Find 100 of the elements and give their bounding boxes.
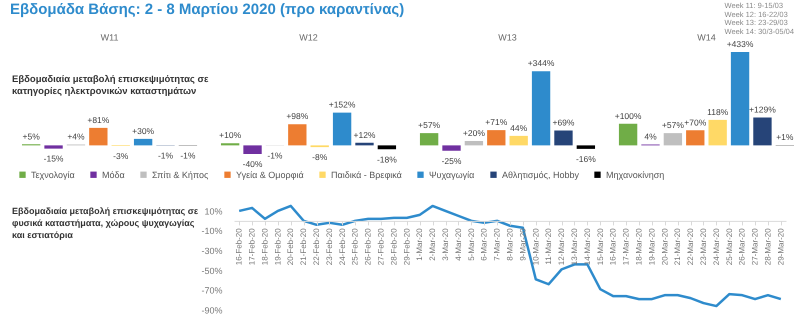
legend-label: Τεχνολογία (31, 170, 75, 180)
x-tick-label: 12-Mar-20 (557, 228, 566, 266)
bar (332, 112, 352, 146)
bar (355, 142, 374, 146)
x-tick-label: 13-Mar-20 (570, 228, 579, 266)
data-label: +5% (22, 131, 40, 142)
legend-label: Ψυχαγωγία (429, 170, 474, 180)
x-tick-label: 3-Mar-20 (441, 228, 450, 261)
data-label: -1% (267, 150, 283, 161)
x-tick-label: 17-Mar-20 (622, 228, 631, 266)
data-label: +81% (87, 114, 110, 125)
x-tick-label: 29-Mar-20 (776, 228, 786, 266)
x-tick-label: 21-Mar-20 (673, 228, 682, 266)
x-tick-label: 8-Mar-20 (506, 228, 514, 261)
bar (664, 133, 682, 146)
data-label: -16% (576, 154, 596, 164)
bar (554, 130, 573, 146)
x-tick-label: 23-Mar-20 (698, 228, 708, 266)
data-label: -3% (113, 151, 129, 162)
legend-label: Αθλητισμός, Hobby (502, 170, 580, 180)
data-label: -1% (158, 150, 174, 161)
bar (708, 120, 727, 146)
bar (420, 133, 438, 146)
bar (442, 145, 461, 151)
text: Εβδομαδιαία μεταβολή επισκεψιμότητας σε κατηγορίες ηλεκτρονικών καταστημάτων (12, 74, 210, 98)
x-tick-label: 22-Mar-20 (686, 228, 696, 266)
x-tick-label: 28-Feb-20 (389, 228, 398, 266)
bar (464, 141, 484, 146)
data-label: -1% (180, 150, 196, 161)
x-tick-label: 17-Feb-20 (248, 228, 257, 266)
data-label: +1% (776, 132, 794, 142)
legend-label: Μηχανοκίνηση (606, 170, 664, 180)
bar (510, 136, 528, 146)
x-tick-label: 28-Mar-20 (763, 228, 772, 266)
x-tick-label: 2-Mar-20 (428, 228, 438, 261)
x-tick-label: 23-Feb-20 (324, 228, 334, 266)
x-tick-label: 27-Feb-20 (376, 228, 386, 266)
bar (44, 145, 63, 149)
x-tick-label: 9-Mar-20 (518, 228, 528, 261)
bar (532, 71, 550, 146)
bar (288, 124, 306, 146)
data-label: -40% (242, 159, 263, 169)
x-tick-label: 18-Mar-20 (634, 228, 644, 266)
data-label: -25% (442, 156, 462, 166)
x-tick-label: W14 (697, 32, 716, 42)
legend-label: Υγεία & Ομορφιά (236, 170, 304, 180)
x-tick-label: 16-Mar-20 (608, 228, 618, 266)
x-tick-label: 5-Mar-20 (466, 228, 476, 261)
y-tick-label: -70% (201, 286, 222, 296)
x-tick-label: 1-Mar-20 (415, 228, 424, 261)
data-label: +98% (286, 111, 309, 122)
data-label: +71% (485, 117, 508, 128)
data-label: -15% (44, 154, 64, 164)
x-tick-label: W12 (299, 32, 318, 42)
bar (134, 138, 152, 146)
y-tick-label: -90% (201, 306, 222, 316)
x-tick-label: 20-Feb-20 (286, 228, 296, 266)
line-series (238, 204, 782, 308)
data-label: +10% (219, 130, 242, 140)
bar (487, 130, 506, 146)
data-label: +69% (552, 117, 575, 128)
data-label: +12% (353, 130, 376, 140)
bar (753, 118, 772, 146)
x-tick-label: 26-Mar-20 (738, 228, 747, 266)
data-label: +57% (662, 120, 684, 130)
data-label: 4% (644, 132, 658, 142)
bar (576, 145, 596, 149)
x-tick-label: 26-Feb-20 (364, 228, 373, 266)
y-tick-label: -30% (201, 246, 222, 256)
data-label: +129% (749, 104, 776, 115)
data-label: +70% (684, 117, 707, 128)
x-tick-label: 18-Feb-20 (260, 228, 270, 266)
x-tick-label: 25-Mar-20 (724, 228, 734, 266)
y-tick-label: -50% (201, 266, 222, 276)
x-tick-label: 15-Mar-20 (596, 228, 605, 266)
x-tick-label: W11 (100, 32, 118, 42)
data-label: +152% (328, 100, 356, 110)
data-label: +344% (528, 58, 555, 68)
bar (89, 128, 108, 146)
data-label: +57% (418, 120, 441, 130)
x-tick-label: 25-Feb-20 (350, 228, 360, 266)
data-label: +30% (132, 126, 155, 136)
y-tick-label: 10% (204, 206, 222, 216)
x-tick-label: 19-Feb-20 (273, 228, 282, 266)
x-tick-label: W13 (498, 32, 517, 42)
data-label: +4% (67, 132, 86, 142)
x-tick-label: 6-Mar-20 (480, 228, 489, 261)
x-tick-label: 27-Mar-20 (750, 228, 760, 266)
legend-label: Παιδικά - Βρεφικά (331, 170, 402, 180)
data-label: 44% (510, 122, 528, 133)
data-label: -8% (312, 152, 328, 162)
x-tick-label: 4-Mar-20 (454, 228, 463, 261)
x-tick-label: 29-Feb-20 (402, 228, 412, 266)
x-tick-label: 11-Mar-20 (544, 228, 554, 265)
x-tick-label: 21-Feb-20 (299, 228, 308, 266)
x-tick-label: 22-Feb-20 (312, 228, 322, 266)
y-tick-label: -10% (201, 226, 222, 236)
x-tick-label: 24-Mar-20 (712, 228, 721, 266)
x-tick-label: 24-Feb-20 (338, 228, 347, 266)
x-tick-label: 7-Mar-20 (492, 228, 502, 261)
